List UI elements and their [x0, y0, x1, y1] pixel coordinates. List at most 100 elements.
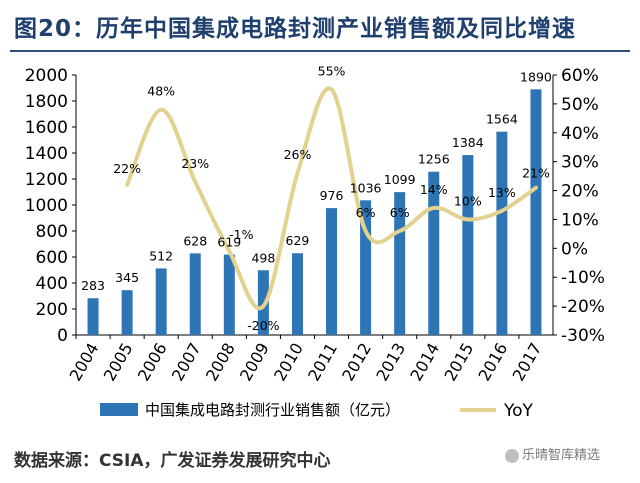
yoy-value-label: 13% [488, 185, 516, 200]
right-tick-label: 60% [561, 66, 599, 86]
bar-2016 [496, 131, 508, 335]
bar-value-label: 512 [149, 248, 173, 263]
left-tick-label: 400 [36, 274, 68, 294]
yoy-point-2013 [398, 229, 402, 233]
bar-2005 [121, 290, 133, 335]
x-tick-label: 2013 [372, 340, 409, 385]
bar-2010 [291, 253, 303, 335]
bar-2011 [326, 208, 338, 335]
yoy-value-label: 26% [284, 147, 312, 162]
right-tick-label: 40% [561, 124, 599, 144]
yoy-value-label: -1% [229, 227, 253, 242]
bar-value-label: 976 [320, 188, 344, 203]
legend-swatch-bar [100, 403, 138, 416]
yoy-point-2014 [432, 206, 436, 210]
bar-value-label: 619 [217, 235, 241, 250]
bar-2008 [223, 254, 235, 335]
bar-2012 [360, 200, 372, 335]
figure-title: 图20：历年中国集成电路封测产业销售额及同比增速 [14, 16, 577, 42]
yoy-point-2010 [295, 171, 299, 175]
yoy-point-2008 [227, 249, 231, 253]
yoy-value-label: 23% [181, 156, 209, 171]
yoy-point-2016 [500, 209, 504, 213]
bar-value-label: 629 [286, 233, 310, 248]
right-tick-label: 30% [561, 153, 599, 173]
yoy-point-2009 [261, 304, 265, 308]
chart: 0 200 400 600 800 1000 1200 1400 1600 1800 2000 -30… [25, 63, 605, 421]
bar-2007 [189, 253, 201, 335]
bar-value-label: 1099 [384, 172, 416, 187]
x-tick-label: 2017 [509, 340, 546, 385]
right-tick-label: -30% [561, 326, 605, 346]
left-tick-label: 1600 [25, 118, 68, 138]
yoy-point-2007 [193, 180, 197, 184]
x-tick-label: 2012 [338, 340, 375, 385]
x-tick-label: 2005 [100, 340, 137, 385]
yoy-value-label: 21% [522, 166, 550, 181]
bar-value-label: 1036 [350, 180, 382, 195]
left-tick-label: 1400 [25, 144, 68, 164]
bar-2013 [394, 192, 406, 335]
watermark: 乐晴智库精选 [500, 440, 635, 474]
right-tick-label: -10% [561, 268, 605, 288]
bar-2004 [87, 298, 99, 335]
x-tick-label: 2011 [304, 340, 341, 385]
x-tick-label: 2016 [475, 339, 512, 384]
bar-2006 [155, 268, 167, 335]
yoy-point-2006 [159, 108, 163, 112]
right-tick-label: 20% [561, 182, 599, 202]
yoy-value-label: 10% [454, 193, 482, 208]
yoy-value-label: -20% [247, 318, 279, 333]
x-tick-label: 2015 [440, 339, 477, 384]
yoy-point-2015 [466, 217, 470, 221]
title-divider [10, 50, 630, 52]
left-tick-label: 200 [36, 300, 68, 320]
yoy-value-label: 55% [318, 63, 346, 78]
x-tick-label: 2010 [270, 340, 307, 385]
yoy-value-label: 6% [356, 205, 376, 220]
x-tick-label: 2007 [168, 340, 205, 385]
bar-value-label: 498 [251, 250, 275, 265]
x-tick-label: 2014 [406, 340, 443, 385]
yoy-value-label: 48% [147, 84, 175, 99]
bar-value-label: 283 [81, 278, 105, 293]
left-tick-label: 2000 [25, 66, 68, 86]
bar-value-label: 1564 [486, 112, 518, 127]
left-tick-label: 1800 [25, 92, 68, 112]
right-tick-label: -20% [561, 297, 605, 317]
yoy-value-label: 22% [113, 161, 141, 176]
bar-value-label: 628 [183, 233, 207, 248]
bar-2014 [428, 171, 440, 335]
yoy-value-label: 6% [390, 205, 410, 220]
yoy-point-2017 [534, 186, 538, 190]
left-tick-label: 1200 [25, 170, 68, 190]
bar-value-label: 345 [115, 270, 139, 285]
x-tick-label: 2008 [202, 340, 239, 385]
legend: 中国集成电路封测行业销售额（亿元） YoY [100, 401, 534, 421]
right-tick-label: 0% [561, 239, 588, 259]
left-tick-label: 600 [36, 248, 68, 268]
right-tick-label: 10% [561, 210, 599, 230]
x-tick-label: 2009 [236, 340, 273, 385]
source-note: 数据来源：CSIA，广发证券发展研究中心 [14, 451, 331, 471]
bar-value-label: 1256 [418, 152, 450, 167]
yoy-line-group [125, 86, 538, 311]
yoy-point-2011 [330, 87, 334, 91]
left-tick-label: 0 [57, 326, 68, 346]
watermark-text: 乐晴智库精选 [522, 448, 601, 463]
right-tick-label: 50% [561, 95, 599, 115]
left-tick-label: 800 [36, 222, 68, 242]
wechat-logo-icon [505, 449, 519, 463]
legend-label-bar: 中国集成电路封测行业销售额（亿元） [145, 401, 400, 419]
bar-2015 [462, 155, 474, 335]
x-tick-label: 2004 [66, 340, 103, 385]
bar-value-label: 1890 [520, 69, 552, 84]
bar-value-label: 1384 [452, 135, 484, 150]
yoy-value-label: 14% [420, 182, 448, 197]
bars [87, 89, 542, 335]
yoy-point-2012 [364, 229, 368, 233]
left-tick-label: 1000 [25, 196, 68, 216]
x-tick-label: 2006 [134, 340, 171, 385]
legend-label-line: YoY [503, 401, 534, 421]
yoy-point-2005 [125, 183, 129, 187]
